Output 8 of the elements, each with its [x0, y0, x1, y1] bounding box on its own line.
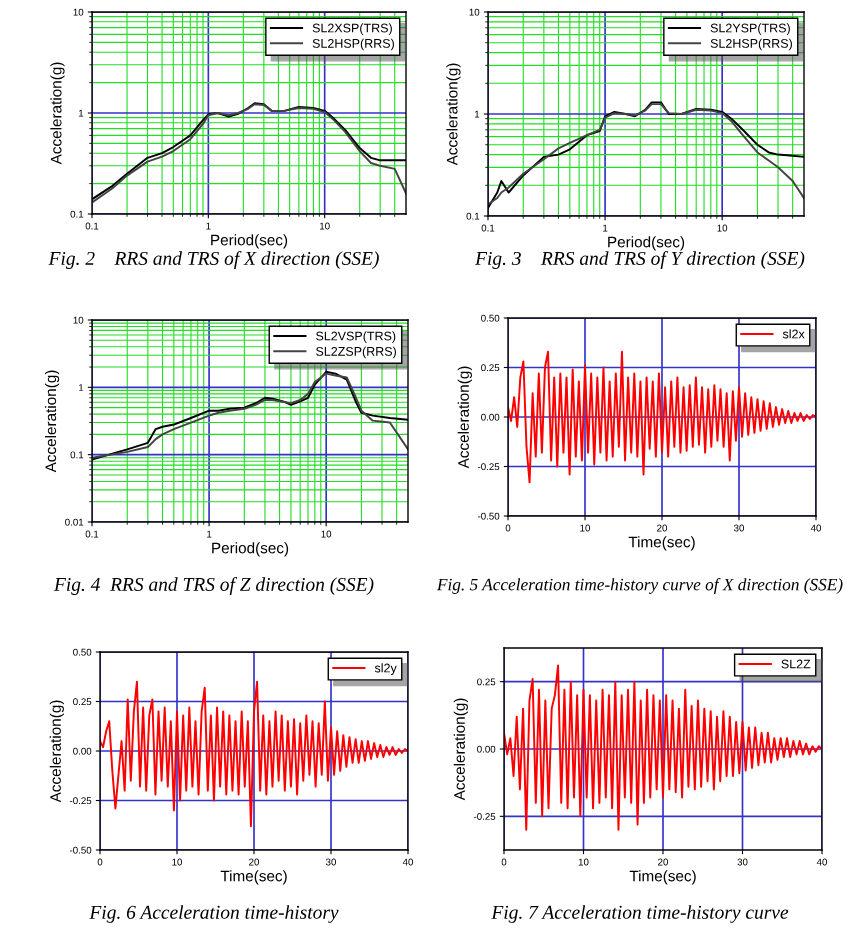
caption: Fig. 5 Acceleration time-history curve of X direction (SSE)	[436, 578, 843, 594]
line-series	[100, 680, 408, 828]
caption: Fig. 6 Acceleration time-history	[89, 905, 339, 923]
caption: Fig. 3 RRS and TRS of Y direction (SSE)	[475, 251, 805, 269]
caption: Fig. 4 RRS and TRS of Z direction (SSE)	[53, 577, 374, 595]
line-series	[508, 350, 816, 484]
caption: Fig. 2 RRS and TRS of X direction (SSE)	[48, 251, 379, 269]
caption: Fig. 7 Acceleration time-history curve	[491, 905, 789, 923]
